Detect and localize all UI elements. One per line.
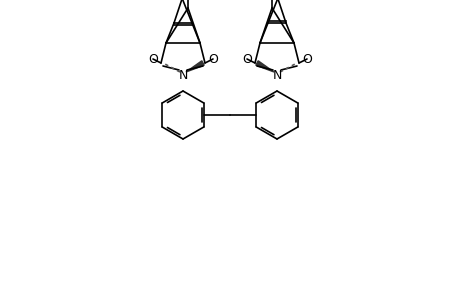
Text: O: O bbox=[241, 52, 252, 65]
Polygon shape bbox=[185, 61, 204, 72]
Text: O: O bbox=[302, 52, 311, 65]
Text: N: N bbox=[272, 68, 281, 82]
Polygon shape bbox=[255, 61, 274, 72]
Text: O: O bbox=[148, 52, 157, 65]
Text: O: O bbox=[207, 52, 218, 65]
Text: N: N bbox=[178, 68, 187, 82]
